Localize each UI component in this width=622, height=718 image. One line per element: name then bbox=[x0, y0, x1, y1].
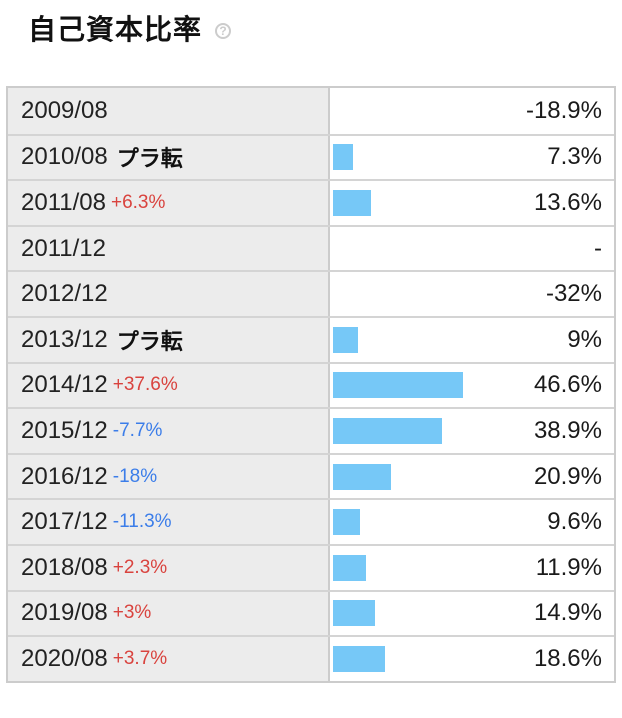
ratio-bar bbox=[333, 554, 366, 581]
value-label: 9.6% bbox=[547, 508, 602, 536]
period-cell: 2011/08 +6.3% bbox=[8, 181, 330, 225]
table-row: 2016/12 -18% 20.9% bbox=[8, 452, 614, 499]
table-row: 2010/08 プラ転 7.3% bbox=[8, 133, 614, 180]
value-cell: - bbox=[330, 226, 614, 271]
value-cell: 11.9% bbox=[330, 545, 614, 590]
period-cell: 2013/12 プラ転 bbox=[8, 317, 330, 362]
table-row: 2018/08 +2.3% 11.9% bbox=[8, 543, 614, 590]
period-cell: 2017/12 -11.3% bbox=[8, 500, 330, 544]
value-cell: 9% bbox=[330, 317, 614, 362]
period-cell: 2018/08 +2.3% bbox=[8, 545, 330, 590]
value-cell: 18.6% bbox=[330, 637, 614, 681]
period-label: 2020/08 bbox=[21, 644, 108, 672]
change-label: -7.7% bbox=[112, 419, 163, 441]
ratio-bar bbox=[333, 600, 375, 627]
table-row: 2011/12 - bbox=[8, 224, 614, 271]
period-label: 2011/08 bbox=[21, 188, 106, 216]
period-cell: 2020/08 +3.7% bbox=[8, 637, 330, 681]
help-icon[interactable]: ? bbox=[215, 23, 232, 39]
period-label: 2013/12 bbox=[21, 325, 108, 353]
change-label: +3% bbox=[112, 602, 152, 624]
ratio-bar bbox=[333, 509, 360, 536]
change-label: +37.6% bbox=[112, 374, 178, 396]
period-cell: 2010/08 プラ転 bbox=[8, 135, 330, 180]
value-label: 11.9% bbox=[535, 553, 602, 581]
period-label: 2016/12 bbox=[21, 462, 108, 490]
table-row: 2009/08 -18.9% bbox=[8, 88, 614, 134]
value-label: -18.9% bbox=[525, 96, 602, 124]
value-label: 9% bbox=[567, 325, 602, 353]
change-label: +2.3% bbox=[112, 556, 168, 578]
table-row: 2020/08 +3.7% 18.6% bbox=[8, 635, 614, 681]
value-label: 38.9% bbox=[533, 416, 602, 444]
table-row: 2015/12 -7.7% 38.9% bbox=[8, 407, 614, 453]
period-cell: 2012/12 bbox=[8, 272, 330, 316]
period-cell: 2016/12 -18% bbox=[8, 454, 330, 499]
period-label: 2015/12 bbox=[21, 416, 108, 444]
period-label: 2012/12 bbox=[21, 280, 108, 308]
ratio-bar bbox=[333, 144, 353, 171]
table-row: 2017/12 -11.3% 9.6% bbox=[8, 498, 614, 544]
change-label: +3.7% bbox=[112, 647, 168, 669]
ratio-bar bbox=[333, 372, 463, 399]
period-cell: 2011/12 bbox=[8, 226, 330, 271]
page-title: 自己資本比率 bbox=[28, 14, 203, 45]
equity-ratio-table: 2009/08 -18.9% 2010/08 プラ転 7.3% 2011/08 +6.3% 1… bbox=[6, 86, 616, 683]
period-label: 2014/12 bbox=[21, 371, 108, 399]
table-row: 2019/08 +3% 14.9% bbox=[8, 589, 614, 636]
table-row: 2012/12 -32% bbox=[8, 270, 614, 316]
value-cell: 38.9% bbox=[330, 409, 614, 453]
ratio-bar bbox=[333, 189, 371, 216]
period-label: 2017/12 bbox=[21, 508, 108, 536]
value-label: -32% bbox=[545, 280, 602, 308]
table-row: 2014/12 +37.6% 46.6% bbox=[8, 361, 614, 408]
value-label: 7.3% bbox=[547, 143, 602, 171]
value-label: - bbox=[594, 234, 602, 262]
value-label: 20.9% bbox=[533, 462, 602, 490]
value-cell: 13.6% bbox=[330, 181, 614, 225]
period-cell: 2019/08 +3% bbox=[8, 591, 330, 636]
page-header: 自己資本比率 ? bbox=[28, 10, 622, 46]
value-cell: 20.9% bbox=[330, 454, 614, 499]
change-label: -18% bbox=[112, 465, 158, 487]
period-cell: 2014/12 +37.6% bbox=[8, 363, 330, 408]
period-label: 2018/08 bbox=[21, 553, 108, 581]
value-cell: 46.6% bbox=[330, 363, 614, 408]
value-label: 18.6% bbox=[533, 644, 602, 672]
value-label: 14.9% bbox=[533, 599, 602, 627]
value-cell: 14.9% bbox=[330, 591, 614, 636]
period-cell: 2009/08 bbox=[8, 88, 330, 134]
change-label: -11.3% bbox=[112, 511, 172, 533]
table-row: 2011/08 +6.3% 13.6% bbox=[8, 179, 614, 225]
ratio-bar bbox=[333, 645, 385, 672]
change-label: プラ転 bbox=[116, 146, 183, 172]
period-cell: 2015/12 -7.7% bbox=[8, 409, 330, 453]
value-cell: 7.3% bbox=[330, 135, 614, 180]
period-label: 2011/12 bbox=[21, 234, 106, 262]
ratio-bar bbox=[333, 326, 358, 353]
ratio-bar bbox=[333, 417, 442, 444]
value-label: 46.6% bbox=[533, 371, 602, 399]
value-label: 13.6% bbox=[533, 188, 602, 216]
value-cell: 9.6% bbox=[330, 500, 614, 544]
value-cell: -18.9% bbox=[330, 88, 614, 134]
period-label: 2010/08 bbox=[21, 143, 108, 171]
value-cell: -32% bbox=[330, 272, 614, 316]
period-label: 2019/08 bbox=[21, 599, 108, 627]
table-row: 2013/12 プラ転 9% bbox=[8, 315, 614, 362]
change-label: +6.3% bbox=[110, 191, 166, 213]
ratio-bar bbox=[333, 463, 391, 490]
change-label: プラ転 bbox=[116, 328, 183, 354]
period-label: 2009/08 bbox=[21, 96, 108, 124]
